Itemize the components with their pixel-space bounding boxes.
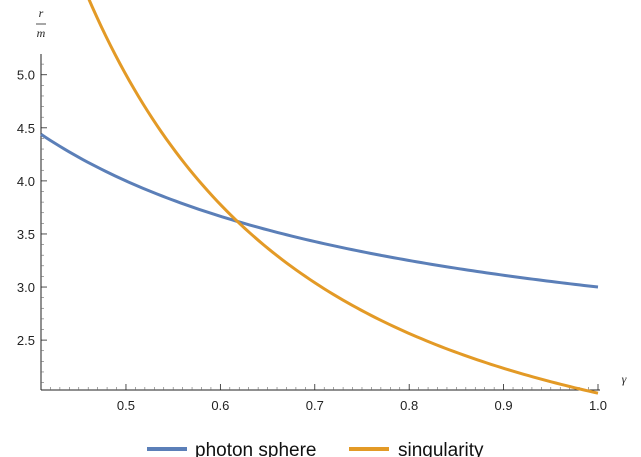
y-tick-label: 4.5	[17, 121, 35, 136]
chart-axes	[40, 54, 600, 391]
chart-series	[40, 0, 599, 395]
legend-label-singularity: singularity	[398, 440, 484, 457]
x-tick-label: 0.9	[495, 398, 513, 413]
y-axis-label-numerator: r	[39, 6, 44, 20]
legend-label-photon-sphere: photon sphere	[195, 440, 317, 457]
y-tick-label: 5.0	[17, 68, 35, 83]
y-tick-label: 4.0	[17, 174, 35, 189]
x-tick-label: 1.0	[589, 398, 607, 413]
y-tick-label: 3.5	[17, 227, 35, 242]
y-axis-label-denominator: m	[37, 26, 46, 40]
x-tick-label: 0.5	[117, 398, 135, 413]
series-line-photon-sphere	[40, 133, 599, 289]
chart-legend: photon sphere singularity	[147, 440, 484, 457]
chart-ticks: 0.5 0.6 0.7 0.8 0.9 1.0 2.5 3.0 3.5 4.0 4.5 5.0	[17, 63, 607, 413]
y-tick-label: 2.5	[17, 333, 35, 348]
x-tick-label: 0.7	[306, 398, 324, 413]
y-tick-label: 3.0	[17, 280, 35, 295]
series-line-singularity	[87, 0, 599, 395]
x-axis-label: γ	[622, 372, 627, 386]
x-tick-label: 0.6	[211, 398, 229, 413]
x-tick-label: 0.8	[400, 398, 418, 413]
